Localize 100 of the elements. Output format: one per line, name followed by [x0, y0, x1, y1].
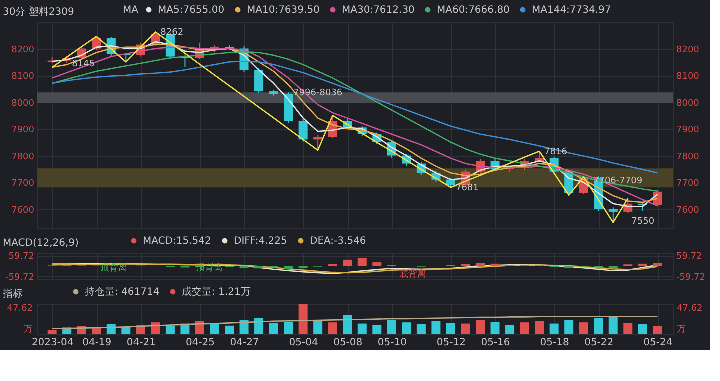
x-tick-label: 05-04 — [289, 338, 318, 348]
bar — [638, 324, 648, 334]
bar — [343, 315, 352, 334]
y-tick-label: 7600 — [12, 206, 35, 216]
bar — [579, 322, 588, 334]
y-tick-label: 59.72 — [8, 252, 34, 262]
y-tick-label: 7900 — [12, 126, 35, 136]
y-tick-label: 8000 — [12, 98, 35, 109]
bar — [490, 322, 500, 334]
annotation: 7550 — [632, 216, 655, 227]
bar — [298, 304, 308, 334]
y2-tick-label: 7800 — [676, 152, 700, 162]
legend-label: MA60:7666.80 — [437, 5, 510, 16]
x-tick-label: 05-24 — [644, 338, 673, 348]
bar — [594, 318, 604, 334]
candlestick — [314, 134, 323, 151]
chart-title: MACD(12,26,9) — [3, 238, 80, 249]
legend-label: MACD:15.542 — [143, 236, 212, 247]
bar — [358, 324, 367, 334]
legend-label: MA30:7612.30 — [342, 5, 415, 16]
x-tick-label: 05-18 — [540, 338, 570, 348]
bar — [372, 325, 382, 334]
y-tick-label: -59.72 — [5, 272, 34, 283]
legend-label: MA5:7655.00 — [158, 5, 225, 16]
bar — [210, 324, 220, 334]
bar — [166, 326, 175, 334]
bar — [520, 322, 530, 334]
candlestick — [254, 68, 264, 94]
bar — [284, 266, 294, 270]
bar — [92, 328, 102, 334]
y2-tick-label: 8000 — [676, 98, 700, 109]
bar — [240, 320, 249, 334]
y2-tick-label: -59.72 — [676, 272, 706, 283]
annotation: 底背离 — [400, 269, 427, 280]
text: 47.62 — [7, 304, 33, 314]
bar — [372, 262, 382, 266]
legend-label: DIFF:4.225 — [234, 236, 288, 247]
legend-title: MA — [123, 5, 139, 16]
x-tick-label: 05-10 — [378, 338, 407, 348]
y2-tick-label: 8200 — [676, 45, 700, 56]
bar — [608, 266, 618, 269]
annotation: 7681 — [456, 184, 479, 194]
bar — [550, 324, 559, 334]
legend-label: MA10:7639.50 — [247, 5, 320, 16]
legend-label: DEA:-3.546 — [310, 236, 366, 247]
text: 47.62 — [677, 304, 703, 314]
x-tick-label: 04-27 — [230, 338, 260, 348]
bar — [343, 260, 352, 266]
x-tick-label: 05-08 — [334, 338, 363, 348]
annotation: 7816 — [544, 147, 568, 158]
bar — [254, 266, 264, 269]
bar — [254, 318, 264, 334]
bar — [48, 330, 57, 334]
x-tick-label: 04-25 — [186, 338, 216, 348]
bar — [653, 326, 662, 334]
annotation: 8262 — [160, 28, 184, 38]
x-tick-label: 04-19 — [82, 338, 112, 348]
bar — [446, 323, 456, 334]
bar — [535, 321, 544, 334]
bar — [314, 321, 323, 334]
bar — [461, 324, 470, 334]
bar — [416, 324, 426, 334]
text: 万 — [677, 325, 686, 335]
bar — [564, 320, 574, 334]
x-tick-label: 05-12 — [436, 338, 466, 348]
y-tick-label: 7700 — [12, 179, 35, 190]
y2-tick-label: 7700 — [676, 179, 700, 190]
bar — [269, 323, 278, 334]
bar — [476, 320, 485, 334]
y-tick-label: 8200 — [12, 45, 35, 56]
chart-title: 30分 塑料2309 — [3, 6, 74, 18]
text: 万 — [24, 325, 33, 335]
x-tick-label: 2023-04 — [32, 338, 74, 348]
bar — [506, 325, 515, 334]
bar — [387, 320, 396, 334]
bar — [358, 258, 367, 266]
bar — [284, 322, 294, 334]
y2-tick-label: 59.72 — [676, 252, 702, 262]
x-tick-label: 05-16 — [481, 338, 510, 348]
legend-label: 持仓量: 461714 — [85, 286, 160, 298]
y2-tick-label: 7900 — [676, 126, 700, 136]
candlestick — [608, 207, 618, 224]
x-tick-label: 05-22 — [584, 338, 614, 348]
y-tick-label: 8100 — [12, 72, 35, 82]
bar — [225, 326, 234, 334]
legend-label: MA144:7734.97 — [532, 5, 612, 16]
legend-label: 成交量: 1.21万 — [182, 286, 251, 298]
bar — [624, 323, 633, 334]
y2-tick-label: 8100 — [676, 72, 700, 82]
bar — [608, 316, 618, 334]
bar — [402, 322, 412, 334]
bar — [328, 322, 338, 334]
candlestick — [298, 118, 308, 142]
x-tick-label: 04-21 — [126, 338, 156, 348]
annotation: 顶背离 — [100, 262, 128, 274]
y2-tick-label: 7600 — [676, 206, 700, 216]
chart-title: 指标 — [2, 288, 23, 300]
bar — [653, 263, 662, 266]
bar — [432, 321, 441, 334]
y-tick-label: 7800 — [12, 152, 35, 162]
